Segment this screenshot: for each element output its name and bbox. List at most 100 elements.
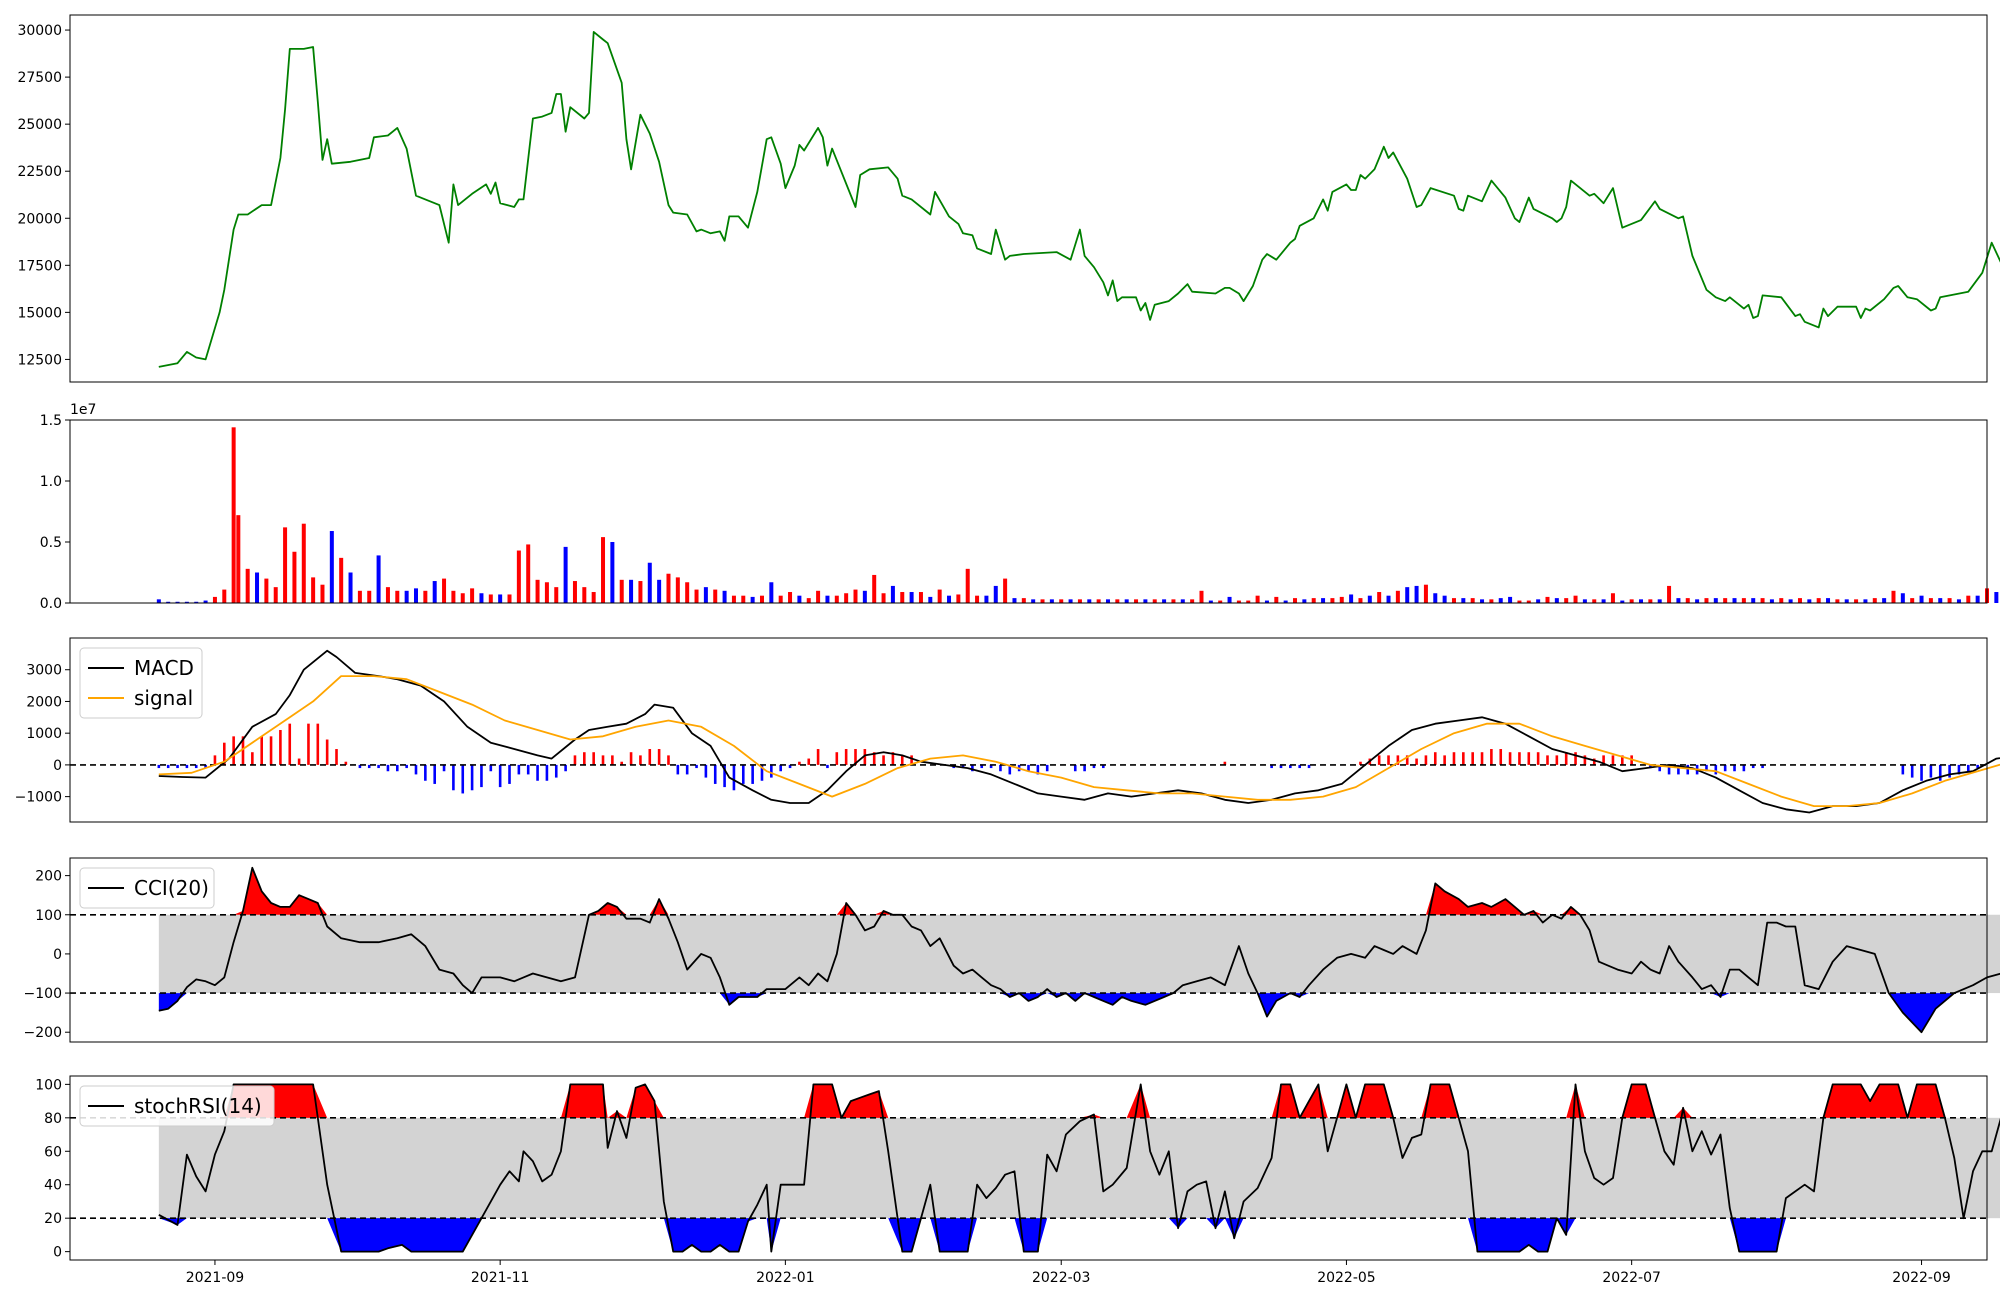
volume-bar — [1143, 599, 1148, 603]
volume-bar — [1433, 593, 1438, 603]
histogram-bar — [1298, 764, 1301, 769]
volume-bar — [1283, 600, 1288, 603]
volume-bar — [1723, 598, 1728, 603]
volume-bar — [1657, 599, 1662, 603]
histogram-bar — [279, 730, 282, 765]
histogram-bar — [1462, 752, 1465, 765]
volume-bar — [816, 590, 821, 603]
volume-bar — [283, 527, 288, 603]
volume-bar — [563, 546, 568, 603]
oversold-fill — [158, 993, 2000, 1033]
histogram-bar — [367, 764, 371, 769]
price-panel: 12500 15000 17500 20000 22500 25000 27500 30000 — [17, 14, 2000, 383]
histogram-bar — [1396, 755, 1400, 765]
histogram-bar — [1008, 764, 1012, 775]
volume-bar — [1751, 598, 1756, 603]
volume-bar — [1003, 578, 1008, 603]
histogram-bar — [723, 764, 726, 788]
histogram-bar — [1083, 764, 1086, 772]
histogram-bar — [989, 764, 993, 769]
volume-bar — [1105, 599, 1110, 603]
y-tick-label: 0 — [53, 1245, 62, 1261]
volume-bar — [591, 592, 596, 603]
volume-bar — [255, 572, 260, 603]
histogram-bar — [583, 752, 586, 765]
volume-bar — [1068, 599, 1073, 603]
histogram-bar — [1270, 764, 1273, 769]
volume-bar — [1077, 599, 1082, 603]
volume-bar — [1797, 598, 1802, 603]
y-tick-label: 100 — [35, 1077, 62, 1093]
volume-bar — [488, 594, 493, 603]
histogram-bar — [316, 723, 320, 765]
neutral-band — [158, 914, 2000, 994]
histogram-bar — [1433, 752, 1437, 765]
volume-bar — [572, 581, 577, 603]
histogram-bar — [288, 723, 292, 765]
legend-box — [79, 1085, 275, 1127]
histogram-bar — [882, 755, 885, 765]
volume-bar — [222, 589, 227, 603]
volume-bar — [231, 427, 236, 603]
volume-bar — [900, 592, 905, 603]
volume-bar — [1489, 599, 1494, 603]
volume-bar — [1302, 599, 1307, 603]
histogram-bar — [863, 749, 867, 765]
volume-bar — [1779, 598, 1784, 603]
volume-bar — [1367, 595, 1372, 603]
histogram-bar — [816, 749, 820, 765]
histogram-bar — [573, 755, 577, 765]
histogram-bar — [1223, 761, 1227, 765]
histogram-bar — [1405, 755, 1409, 765]
histogram-bar — [751, 764, 754, 784]
histogram-bar — [1761, 764, 1764, 769]
volume-bar — [703, 587, 708, 603]
volume-bar — [292, 551, 297, 603]
histogram-bar — [405, 764, 408, 769]
histogram-bar — [1518, 752, 1521, 765]
volume-bar — [844, 593, 849, 603]
histogram-bar — [872, 752, 876, 765]
volume-bar — [872, 574, 877, 603]
volume-bar — [947, 595, 952, 603]
y-tick-label: −200 — [24, 1025, 62, 1041]
y-tick-label: −1000 — [15, 790, 62, 806]
histogram-bar — [1471, 752, 1474, 765]
series-line — [158, 31, 2000, 368]
histogram-bar — [1415, 758, 1418, 765]
volume-bar — [1405, 587, 1410, 603]
histogram-bar — [695, 764, 698, 769]
volume-bar — [320, 584, 325, 603]
volume-bar — [1919, 595, 1924, 603]
histogram-bar — [1359, 761, 1362, 765]
volume-bar — [1741, 598, 1746, 603]
histogram-bar — [1705, 764, 1708, 772]
volume-bar — [311, 577, 316, 603]
volume-bar — [1928, 598, 1933, 603]
histogram-bar — [564, 764, 567, 772]
volume-bar — [554, 587, 559, 603]
histogram-bar — [1073, 764, 1077, 772]
volume-bar — [1882, 598, 1887, 603]
y-tick-label: 3000 — [26, 663, 62, 679]
volume-bar — [423, 590, 428, 603]
histogram-bar — [1289, 764, 1292, 769]
volume-bar — [1339, 596, 1344, 603]
histogram-bar — [1536, 752, 1540, 765]
volume-bar — [1526, 600, 1531, 603]
volume-bar — [1470, 598, 1475, 603]
legend-label: MACD — [134, 656, 194, 680]
volume-bar — [1386, 595, 1391, 603]
volume-bar — [1040, 599, 1045, 603]
histogram-bar — [611, 755, 614, 765]
volume-bar — [1059, 599, 1064, 603]
volume-bar — [1610, 593, 1615, 603]
histogram-bar — [1602, 755, 1605, 765]
histogram-bar — [1686, 764, 1690, 775]
histogram-bar — [260, 736, 263, 765]
volume-bar — [1171, 599, 1176, 603]
volume-bar — [1713, 598, 1718, 603]
histogram-bar — [667, 755, 670, 765]
histogram-bar — [1957, 764, 1961, 775]
